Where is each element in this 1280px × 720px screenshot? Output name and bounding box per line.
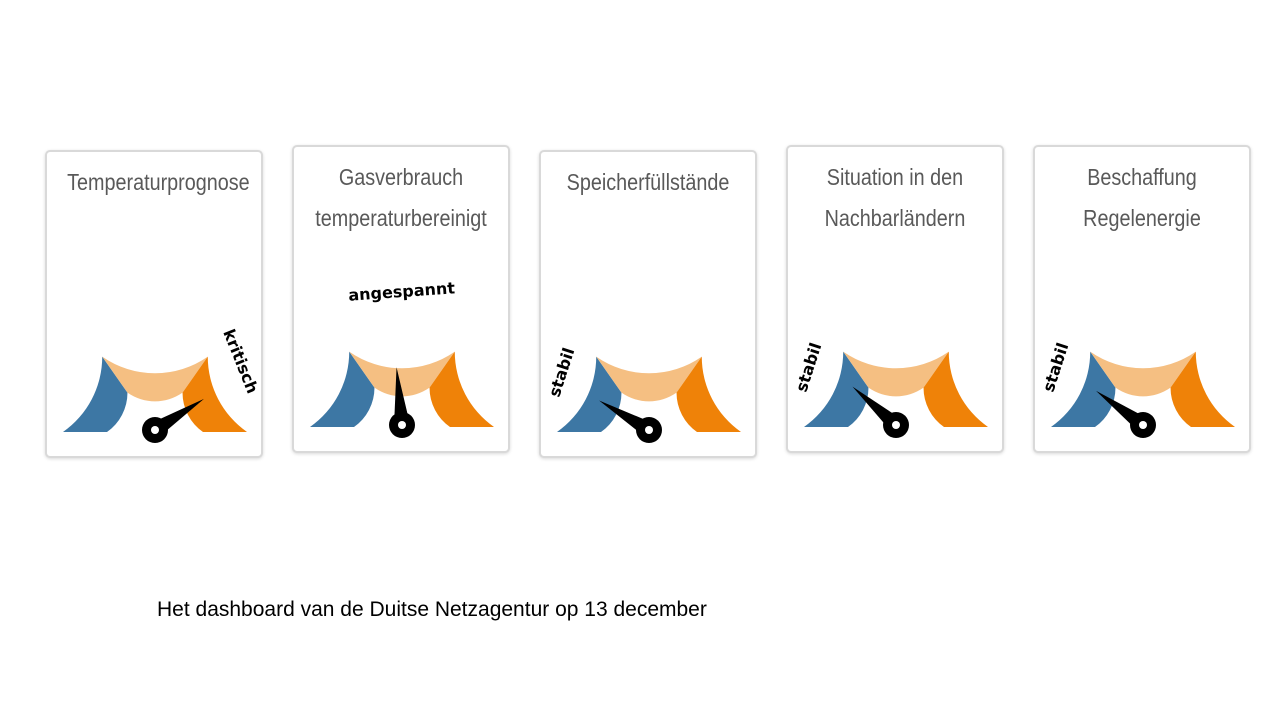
gauge-title-line: Regelenergie [1083, 205, 1201, 231]
speedometer-gauge: stabil [792, 340, 988, 438]
gauge-segment-blue [310, 351, 375, 427]
gauge-segment-blue [557, 356, 622, 432]
caption: Het dashboard van de Duitse Netzagentur … [157, 598, 707, 621]
gauge-segment-blue [804, 351, 869, 427]
gauge-title: Temperaturprognose [67, 162, 250, 203]
gauge-needle-pivot [892, 421, 900, 429]
gauge-state-label: stabil [545, 345, 579, 399]
gauge-card-gasverbrauch: Gasverbrauch temperaturbereinigt angespa… [292, 145, 510, 453]
gauge-segment-blue [63, 356, 128, 432]
gauge-segment-orange [182, 356, 247, 432]
gauge-state-label: kritisch [219, 326, 262, 396]
gauge-segment-light-orange [596, 356, 702, 402]
gauge-title: Gasverbrauch temperaturbereinigt [314, 157, 488, 239]
gauge-segment-light-orange [349, 351, 455, 397]
gauge-needle-pivot [645, 426, 653, 434]
gauge-title-line: Speicherfüllstände [566, 169, 730, 195]
gauge-segment-orange [429, 351, 494, 427]
gauge-title-line: Temperaturprognose [67, 169, 250, 195]
gauge-card-temperaturprognose: Temperaturprognose kritisch [45, 150, 263, 458]
gauge-segment-light-orange [843, 351, 949, 397]
gauge-state-label: stabil [1039, 340, 1073, 394]
speedometer-gauge: angespannt [310, 278, 494, 438]
speedometer-gauge: stabil [1039, 340, 1235, 438]
gauge-card-speicherfuellstaende: Speicherfüllstände stabil [539, 150, 757, 458]
gauge-card-nachbarlaender: Situation in den Nachbarländern stabil [786, 145, 1004, 453]
gauge-needle-pivot [1139, 421, 1147, 429]
gauge-needle-pivot [151, 426, 159, 434]
gauge-title: Speicherfüllstände [561, 162, 735, 203]
gauge-needle [394, 367, 410, 426]
gauge-segment-light-orange [102, 356, 208, 402]
gauge-title-line: Gasverbrauch [338, 164, 464, 190]
gauge-state-label: angespannt [348, 278, 456, 304]
gauge-segment-orange [923, 351, 988, 427]
gauge-segment-orange [1170, 351, 1235, 427]
gauge-title-line: Beschaffung [1087, 164, 1197, 190]
gauge-segment-blue [1051, 351, 1116, 427]
gauge-card-regelenergie: Beschaffung Regelenergie stabil [1033, 145, 1251, 453]
gauge-title-line: temperaturbereinigt [315, 205, 487, 231]
gauge-title: Situation in den Nachbarländern [808, 157, 982, 239]
gauge-title-line: Nachbarländern [824, 205, 966, 231]
gauge-needle-pivot [398, 421, 406, 429]
gauge-title-line: Situation in den [826, 164, 964, 190]
speedometer-gauge: stabil [545, 345, 741, 443]
gauge-state-label: stabil [792, 340, 826, 394]
speedometer-gauge: kritisch [63, 326, 262, 443]
gauge-segment-orange [676, 356, 741, 432]
gauge-segment-light-orange [1090, 351, 1196, 397]
gauge-title: Beschaffung Regelenergie [1055, 157, 1229, 239]
